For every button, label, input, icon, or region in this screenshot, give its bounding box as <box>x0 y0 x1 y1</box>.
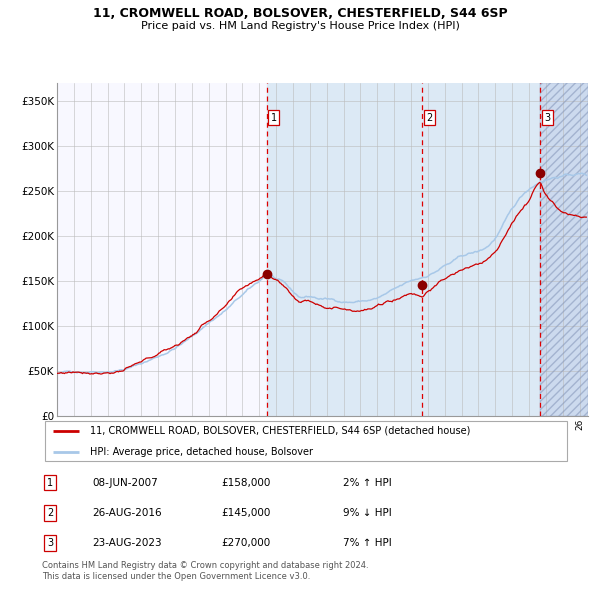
Text: 3: 3 <box>544 113 550 123</box>
Text: 9% ↓ HPI: 9% ↓ HPI <box>343 508 392 518</box>
Text: 26-AUG-2016: 26-AUG-2016 <box>92 508 162 518</box>
Bar <box>540 83 588 416</box>
Text: 2% ↑ HPI: 2% ↑ HPI <box>343 477 392 487</box>
Text: 3: 3 <box>47 538 53 548</box>
Text: 1: 1 <box>271 113 277 123</box>
Text: This data is licensed under the Open Government Licence v3.0.: This data is licensed under the Open Gov… <box>42 572 310 581</box>
Text: 23-AUG-2023: 23-AUG-2023 <box>92 538 162 548</box>
Text: 7% ↑ HPI: 7% ↑ HPI <box>343 538 392 548</box>
Text: Price paid vs. HM Land Registry's House Price Index (HPI): Price paid vs. HM Land Registry's House … <box>140 21 460 31</box>
Text: 11, CROMWELL ROAD, BOLSOVER, CHESTERFIELD, S44 6SP (detached house): 11, CROMWELL ROAD, BOLSOVER, CHESTERFIEL… <box>89 426 470 436</box>
Text: £270,000: £270,000 <box>221 538 271 548</box>
Text: 2: 2 <box>47 508 53 518</box>
Text: 1: 1 <box>47 477 53 487</box>
Text: 11, CROMWELL ROAD, BOLSOVER, CHESTERFIELD, S44 6SP: 11, CROMWELL ROAD, BOLSOVER, CHESTERFIEL… <box>92 7 508 20</box>
Text: £145,000: £145,000 <box>221 508 271 518</box>
Bar <box>267 83 540 416</box>
Text: 2: 2 <box>426 113 433 123</box>
Bar <box>540 83 588 416</box>
Text: Contains HM Land Registry data © Crown copyright and database right 2024.: Contains HM Land Registry data © Crown c… <box>42 560 368 569</box>
Text: 08-JUN-2007: 08-JUN-2007 <box>92 477 158 487</box>
FancyBboxPatch shape <box>44 421 568 461</box>
Text: HPI: Average price, detached house, Bolsover: HPI: Average price, detached house, Bols… <box>89 447 313 457</box>
Text: £158,000: £158,000 <box>221 477 271 487</box>
